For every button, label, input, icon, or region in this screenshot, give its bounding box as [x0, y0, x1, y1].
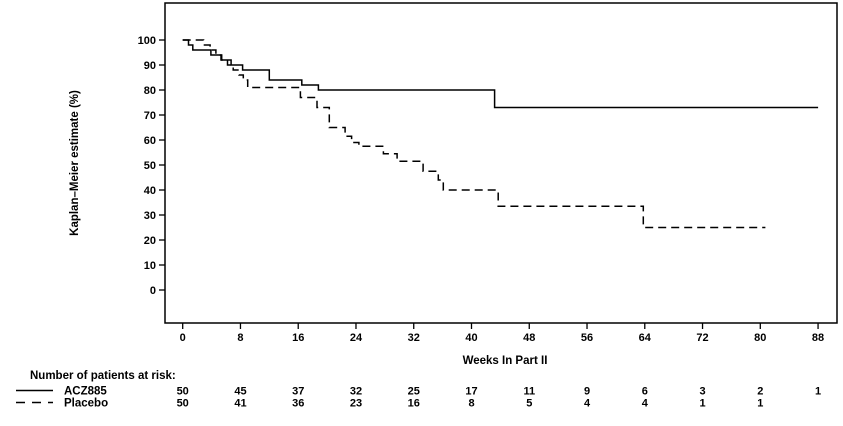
risk-count-placebo-wk16: 36 — [292, 398, 304, 410]
x-tick-label: 80 — [754, 332, 766, 344]
risk-count-acz885-wk56: 9 — [584, 386, 590, 398]
y-tick-label: 30 — [144, 210, 156, 222]
x-tick-label: 56 — [581, 332, 593, 344]
series-curve-acz885 — [182, 39, 819, 109]
risk-count-placebo-wk72: 1 — [699, 398, 705, 410]
y-axis-title: Kaplan–Meier estimate (%) — [69, 90, 81, 236]
plot-frame — [164, 2, 838, 324]
y-tick-label: 20 — [144, 235, 156, 247]
risk-count-acz885-wk48: 11 — [523, 386, 535, 398]
risk-count-placebo-wk80: 1 — [757, 398, 763, 410]
risk-count-acz885-wk88: 1 — [815, 386, 821, 398]
risk-count-acz885-wk16: 37 — [292, 386, 304, 398]
risk-table-title: Number of patients at risk: — [30, 370, 176, 382]
y-tick-label: 40 — [144, 185, 156, 197]
x-tick-label: 48 — [523, 332, 535, 344]
risk-count-placebo-wk40: 8 — [468, 398, 474, 410]
risk-count-acz885-wk0: 50 — [177, 386, 189, 398]
series-curve-placebo — [182, 39, 766, 229]
x-tick-label: 64 — [639, 332, 652, 344]
legend-label-acz885: ACZ885 — [64, 386, 107, 398]
x-tick-label: 88 — [812, 332, 824, 344]
risk-count-acz885-wk72: 3 — [699, 386, 705, 398]
x-tick-label: 24 — [350, 332, 363, 344]
y-tick-label: 0 — [150, 285, 156, 297]
x-tick-label: 72 — [696, 332, 708, 344]
risk-count-placebo-wk56: 4 — [584, 398, 591, 410]
y-tick-label: 70 — [144, 110, 156, 122]
risk-number-rows: 50 45 37 32 25 17 11 9 6 3 2 150 41 36 23 16 8 5 4 4 1 1 — [177, 386, 822, 410]
x-tick-label: 8 — [237, 332, 243, 344]
y-tick-label: 50 — [144, 160, 156, 172]
risk-count-placebo-wk0: 50 — [177, 398, 189, 410]
risk-count-acz885-wk24: 32 — [350, 386, 362, 398]
x-tick-label: 16 — [292, 332, 304, 344]
risk-count-acz885-wk64: 6 — [642, 386, 648, 398]
risk-count-acz885-wk80: 2 — [757, 386, 763, 398]
y-axis-ticks: 0 10 20 30 40 50 60 70 80 90 100 — [138, 35, 165, 297]
x-axis-ticks: 0 8 16 24 32 40 48 56 64 72 80 88 — [180, 323, 824, 344]
y-tick-label: 60 — [144, 135, 156, 147]
y-tick-label: 100 — [138, 35, 156, 47]
risk-count-placebo-wk48: 5 — [526, 398, 532, 410]
x-tick-label: 40 — [465, 332, 477, 344]
risk-count-placebo-wk32: 16 — [408, 398, 420, 410]
x-axis-title: Weeks In Part II — [463, 355, 548, 367]
legend-label-placebo: Placebo — [64, 398, 108, 410]
risk-count-placebo-wk8: 41 — [234, 398, 246, 410]
survival-curves — [182, 39, 819, 229]
x-tick-label: 32 — [408, 332, 420, 344]
y-tick-label: 90 — [144, 60, 156, 72]
y-tick-label: 80 — [144, 85, 156, 97]
y-tick-label: 10 — [144, 260, 156, 272]
x-tick-label: 0 — [180, 332, 186, 344]
risk-count-acz885-wk32: 25 — [408, 386, 420, 398]
risk-count-placebo-wk64: 4 — [642, 398, 649, 410]
risk-count-acz885-wk8: 45 — [234, 386, 246, 398]
risk-count-acz885-wk40: 17 — [465, 386, 477, 398]
risk-count-placebo-wk24: 23 — [350, 398, 362, 410]
